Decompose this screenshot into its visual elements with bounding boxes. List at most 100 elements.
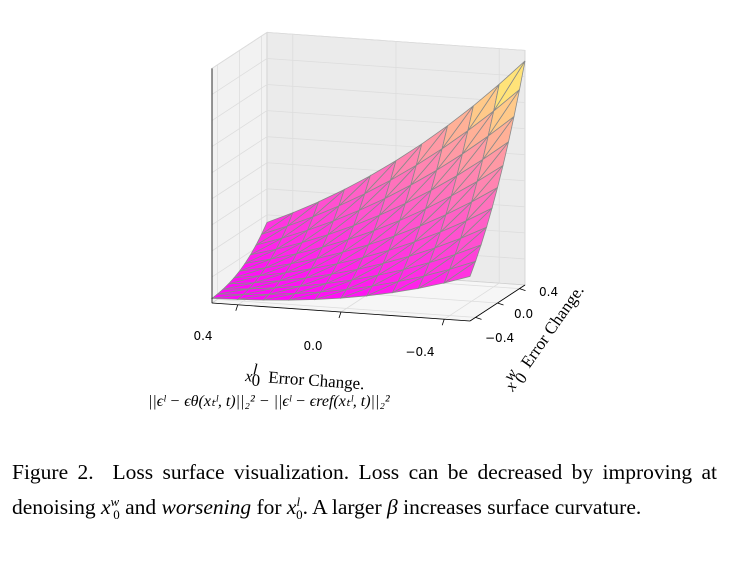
caption-text: . A larger	[302, 495, 387, 520]
surface-facet	[373, 203, 406, 232]
y-tick	[519, 288, 526, 291]
surface-plot: 0.4 0.0 −0.4 0.4 0.0 −0.4 xl0 Error Chang…	[148, 31, 588, 410]
surface-facet	[326, 210, 360, 236]
surface-facet	[471, 165, 504, 203]
surface-facet	[312, 189, 345, 217]
surface-facet	[267, 285, 301, 296]
surface-facet	[243, 248, 277, 265]
surface-facet	[460, 207, 493, 239]
caption-text: for	[251, 495, 287, 520]
x-tick	[235, 304, 239, 311]
surface-facet	[264, 253, 297, 269]
surface-facet	[280, 216, 314, 240]
surface-facet	[391, 275, 425, 294]
surface-facet	[415, 125, 448, 166]
surface-facet	[413, 214, 447, 244]
surface-facet	[242, 287, 275, 296]
surface-facet	[404, 169, 437, 204]
surface-facet	[410, 148, 443, 186]
surface-facet	[384, 164, 417, 199]
surface-facet	[399, 190, 432, 221]
surface-facet	[232, 267, 266, 279]
caption-beta: β	[387, 495, 398, 520]
y-tick-label: 0.0	[514, 307, 533, 321]
caption-var-xl: xl	[286, 494, 301, 520]
surface-facet	[330, 257, 364, 276]
surface-facet	[338, 175, 371, 207]
surface-facet	[332, 193, 365, 223]
x-tick-label: 0.4	[193, 329, 212, 343]
caption-var-xl-sub: 0	[296, 507, 303, 523]
surface-facet	[221, 282, 255, 290]
surface-facet	[362, 235, 395, 259]
surface-facet	[279, 268, 312, 282]
y-tick	[475, 317, 482, 320]
surface-facet	[273, 277, 307, 289]
x-axis-subtitle: ||ϵˡ − ϵθ(xₜˡ, t)||₂² − ||ϵˡ − ϵref(xₜˡ,…	[148, 393, 391, 410]
figure-caption: Figure 2. Loss surface visualization. Lo…	[12, 458, 717, 529]
surface-facet	[390, 143, 423, 181]
surface-facet	[290, 246, 323, 265]
surface-facet	[365, 281, 399, 297]
surface-facet	[476, 141, 509, 182]
surface-facet	[301, 220, 334, 244]
x-tick	[441, 319, 445, 326]
surface-facet	[493, 60, 526, 112]
surface-facet	[227, 275, 260, 285]
grid-line	[443, 282, 500, 320]
surface-facet	[423, 254, 456, 278]
surface-facet	[236, 293, 270, 301]
x-tick-label: −0.4	[405, 345, 434, 359]
surface-facet	[371, 269, 404, 288]
surface-facet	[269, 242, 303, 261]
surface-facet	[465, 187, 498, 222]
caption-var-xw: xw	[100, 494, 120, 520]
surface-facet	[451, 159, 484, 197]
surface-facet	[336, 244, 369, 265]
surface-facet	[295, 234, 329, 255]
surface-facet	[314, 289, 347, 301]
caption-text: Loss surface visualization. Loss can be …	[12, 460, 718, 520]
surface-facet	[258, 263, 292, 277]
surface-facet	[367, 220, 401, 247]
surface-facet	[315, 239, 349, 260]
surface-facet	[443, 260, 476, 285]
x-tick-label: 0.0	[303, 339, 322, 353]
surface-facet	[379, 184, 412, 216]
surface-facet	[345, 274, 378, 291]
surface-facet	[402, 247, 436, 271]
surface-facet	[358, 179, 391, 211]
surface-facet	[351, 263, 384, 281]
surface-facet	[428, 237, 461, 264]
loss-surface-figure: 0.4 0.0 −0.4 0.4 0.0 −0.4 xl0 Error Chang…	[148, 31, 588, 410]
surface-facet	[304, 263, 338, 279]
surface-facet	[448, 244, 482, 271]
surface-facet	[456, 135, 489, 176]
surface-facet	[434, 220, 467, 250]
surface-facet	[340, 285, 373, 299]
surface-facet	[321, 225, 354, 249]
surface-facet	[238, 258, 271, 272]
surface-facet	[247, 280, 281, 290]
surface-facet	[387, 225, 421, 252]
surface-facet	[467, 83, 500, 131]
surface-facet	[487, 89, 520, 137]
surface-facet	[430, 153, 463, 191]
surface-facet	[210, 293, 244, 299]
surface-facet	[299, 273, 332, 288]
loss-surface	[210, 60, 526, 301]
surface-facet	[419, 195, 452, 227]
surface-facet	[260, 212, 294, 236]
surface-facet	[408, 231, 441, 258]
surface-facet	[352, 198, 386, 227]
surface-facet	[262, 293, 295, 301]
surface-facet	[325, 268, 358, 285]
surface-facet	[436, 130, 469, 171]
surface-facet	[445, 181, 478, 215]
x-axis-label: xl0 Error Change.	[243, 361, 365, 397]
surface-facet	[275, 229, 308, 251]
surface-facet	[482, 116, 515, 160]
y-tick-label: 0.4	[539, 285, 558, 299]
caption-emphasis: worsening	[161, 495, 252, 520]
caption-text: and	[119, 495, 162, 520]
